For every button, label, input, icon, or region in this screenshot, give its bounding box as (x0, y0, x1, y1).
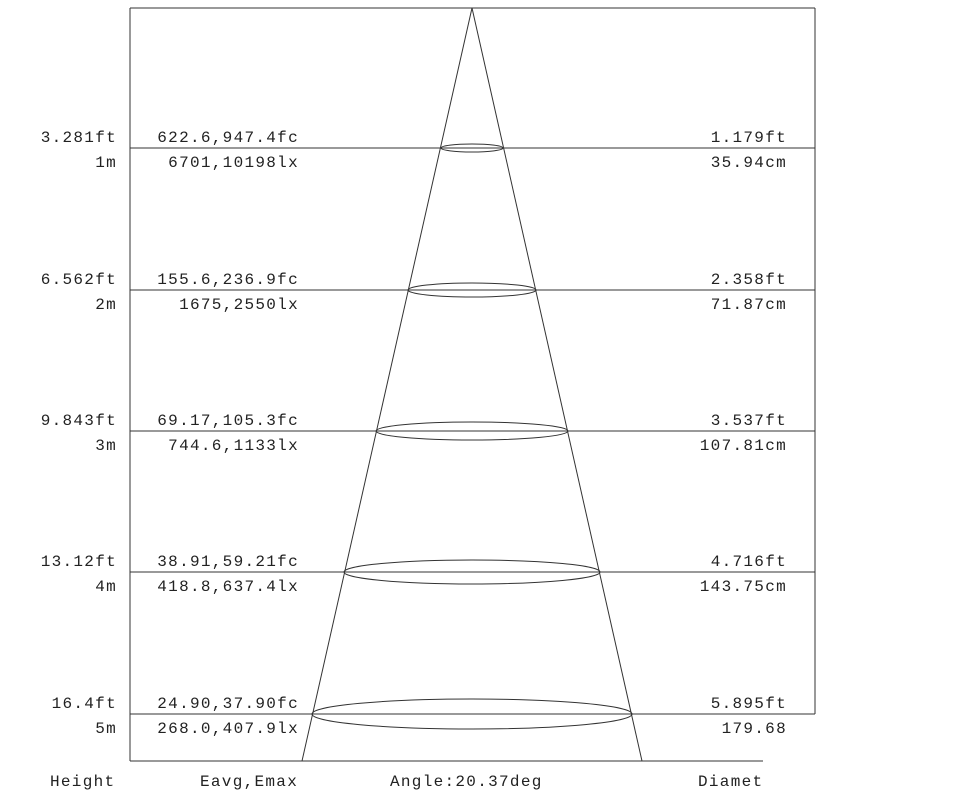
illuminance-fc: 24.90,37.90fc (157, 695, 299, 713)
height-ft: 13.12ft (41, 553, 117, 571)
illuminance-lx: 268.0,407.9lx (157, 720, 299, 738)
height-m: 4m (95, 578, 117, 596)
illuminance-lx: 1675,2550lx (179, 296, 299, 314)
illuminance-fc: 69.17,105.3fc (157, 412, 299, 430)
beam-spot (440, 143, 504, 153)
diameter-ft: 5.895ft (711, 695, 787, 713)
footer-eavg: Eavg,Emax (200, 773, 298, 791)
beam-spot (343, 559, 601, 585)
diameter-cm: 107.81cm (700, 437, 787, 455)
height-ft: 6.562ft (41, 271, 117, 289)
diameter-ft: 4.716ft (711, 553, 787, 571)
illuminance-lx: 6701,10198lx (168, 154, 299, 172)
height-ft: 16.4ft (52, 695, 117, 713)
cone-edge (471, 7, 643, 762)
height-m: 2m (95, 296, 117, 314)
beam-spot (407, 282, 537, 298)
height-m: 5m (95, 720, 117, 738)
beam-spot (375, 421, 569, 441)
footer-angle: Angle:20.37deg (390, 773, 543, 791)
footer-height: Height (50, 773, 115, 791)
illuminance-fc: 622.6,947.4fc (157, 129, 299, 147)
illuminance-lx: 418.8,637.4lx (157, 578, 299, 596)
diameter-cm: 143.75cm (700, 578, 787, 596)
diameter-ft: 2.358ft (711, 271, 787, 289)
footer-diameter: Diamet (698, 773, 763, 791)
illuminance-lx: 744.6,1133lx (168, 437, 299, 455)
height-m: 1m (95, 154, 117, 172)
diameter-ft: 3.537ft (711, 412, 787, 430)
illuminance-fc: 155.6,236.9fc (157, 271, 299, 289)
height-ft: 9.843ft (41, 412, 117, 430)
height-ft: 3.281ft (41, 129, 117, 147)
cone-edge (301, 7, 473, 762)
beam-spot (311, 698, 633, 730)
height-m: 3m (95, 437, 117, 455)
diameter-cm: 71.87cm (711, 296, 787, 314)
illuminance-fc: 38.91,59.21fc (157, 553, 299, 571)
diameter-ft: 1.179ft (711, 129, 787, 147)
diameter-cm: 179.68 (722, 720, 787, 738)
diameter-cm: 35.94cm (711, 154, 787, 172)
